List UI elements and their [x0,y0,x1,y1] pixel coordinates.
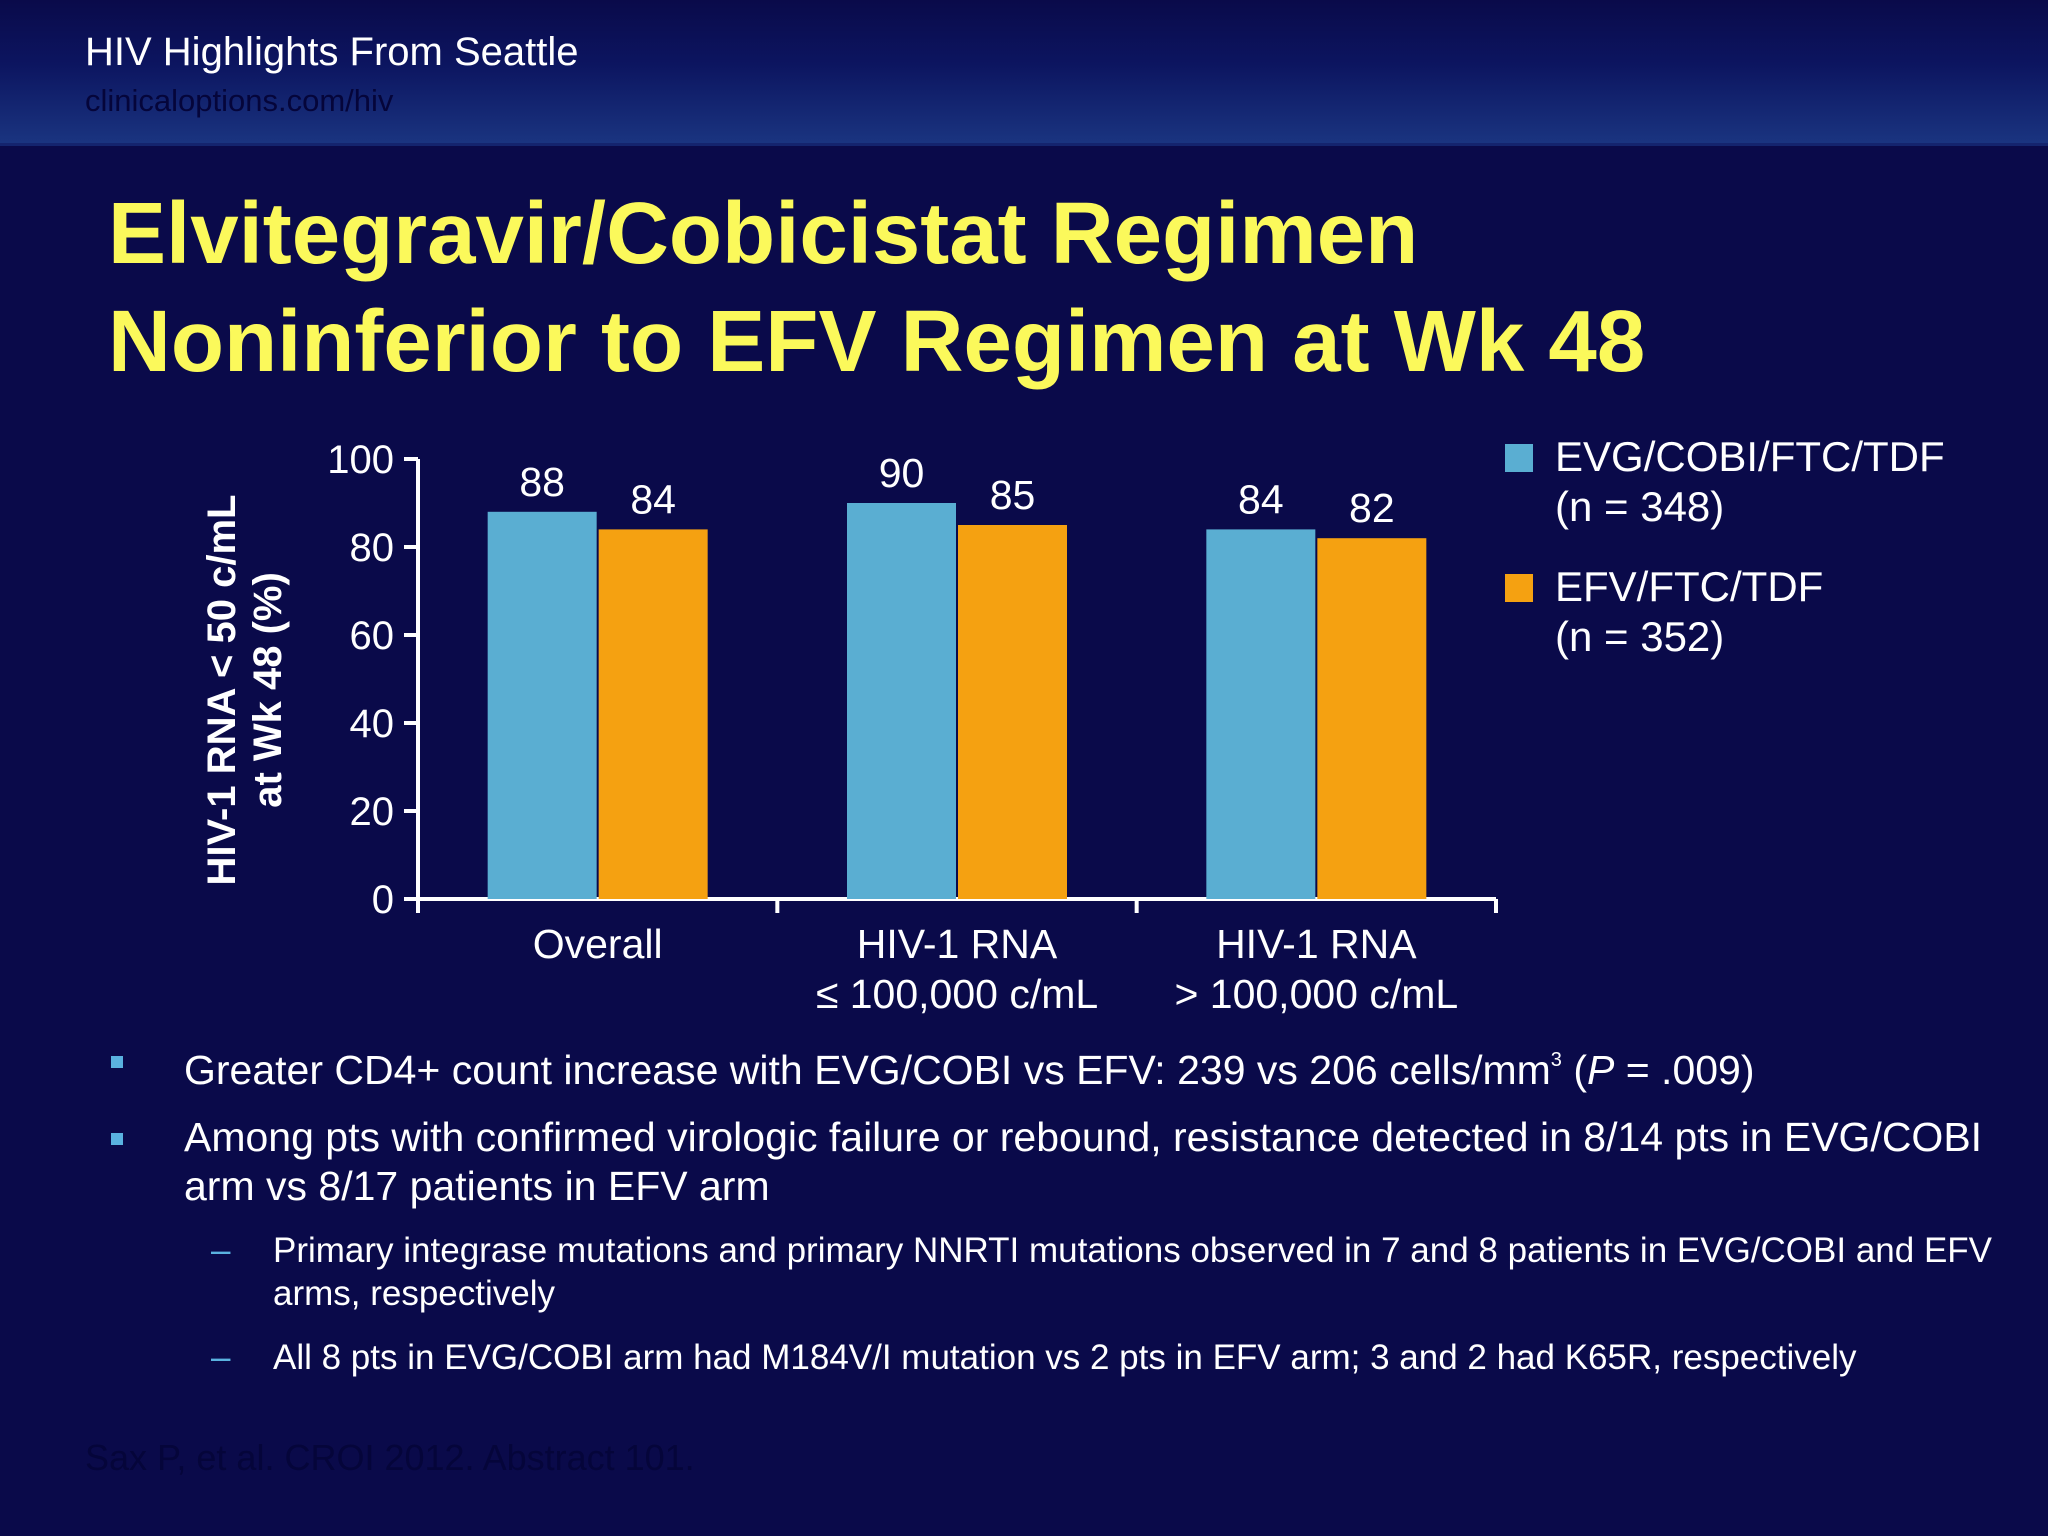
header-title: HIV Highlights From Seattle [85,30,579,74]
bullet-text-paren: ( [1561,1047,1587,1093]
bullet-text-cd4: Greater CD4+ count increase with EVG/COB… [184,1047,1551,1093]
category-label-line2: ≤ 100,000 c/mL [816,971,1098,1017]
data-label: 90 [879,450,925,496]
bar-series2 [958,525,1067,899]
p-value: = .009) [1614,1047,1755,1093]
data-label: 84 [630,476,676,522]
citation: Sax P, et al. CROI 2012. Abstract 101. [85,1437,695,1478]
sub-bullet-item: – All 8 pts in EVG/COBI arm had M184V/I … [108,1336,2008,1379]
sub-bullet-item: – Primary integrase mutations and primar… [108,1229,2008,1315]
bar-series2 [1317,538,1427,899]
data-label: 82 [1349,485,1395,531]
bar-series1 [847,503,956,899]
data-label: 88 [519,459,565,505]
legend-swatch-series2 [1505,574,1533,602]
y-tick-label: 60 [350,614,395,658]
bullet-marker [111,1056,123,1068]
bar-series2 [598,529,708,899]
category-label: Overall [533,921,663,967]
chart-bars [487,503,1427,899]
y-axis-label-line1: HIV-1 RNA < 50 c/mL [200,495,244,886]
superscript-3: 3 [1550,1049,1562,1071]
y-axis-label-line2: at Wk 48 (%) [246,572,290,808]
header-url: clinicaloptions.com/hiv [85,83,394,118]
sub-bullet-text-m184v: All 8 pts in EVG/COBI arm had M184V/I mu… [273,1338,1857,1377]
slide-title: Elvitegravir/Cobicistat Regimen Noninfer… [108,180,1988,396]
y-tick-label: 20 [350,790,395,834]
sub-bullet-dash: – [211,1231,231,1270]
y-tick-label: 0 [372,878,394,922]
bar-series1 [487,511,597,899]
header-band [0,0,2048,146]
bullet-list: Greater CD4+ count increase with EVG/COB… [108,1036,2008,1400]
slide-title-line1: Elvitegravir/Cobicistat Regimen [108,185,1419,282]
y-tick-label: 100 [327,438,394,482]
legend-swatch-series1 [1505,444,1533,472]
category-label: HIV-1 RNA [1216,921,1417,967]
bullet-item: Greater CD4+ count increase with EVG/COB… [108,1036,2008,1095]
y-tick-label: 40 [350,702,395,746]
data-label: 84 [1238,476,1284,522]
y-tick-label: 80 [350,526,395,570]
category-label-line2: > 100,000 c/mL [1174,971,1458,1017]
legend-label-series2: EFV/FTC/TDF [1555,563,1824,610]
bar-series1 [1206,529,1316,899]
legend-n-series2: (n = 352) [1555,613,1725,660]
p-value-symbol: P [1586,1047,1615,1093]
legend-n-series1: (n = 348) [1555,483,1725,530]
data-label: 85 [990,472,1036,518]
sub-bullet-dash: – [211,1338,231,1377]
sub-bullet-text-mutations: Primary integrase mutations and primary … [273,1231,1993,1313]
legend-label-series1: EVG/COBI/FTC/TDF [1555,433,1945,480]
bullet-item: Among pts with confirmed virologic failu… [108,1113,2008,1211]
bullet-marker [111,1133,123,1145]
slide-title-line2: Noninferior to EFV Regimen at Wk 48 [108,293,1646,390]
y-axis-label: HIV-1 RNA < 50 c/mL at Wk 48 (%) [200,495,290,886]
bullet-text-resistance: Among pts with confirmed virologic failu… [184,1114,1983,1209]
category-label: HIV-1 RNA [857,921,1058,967]
